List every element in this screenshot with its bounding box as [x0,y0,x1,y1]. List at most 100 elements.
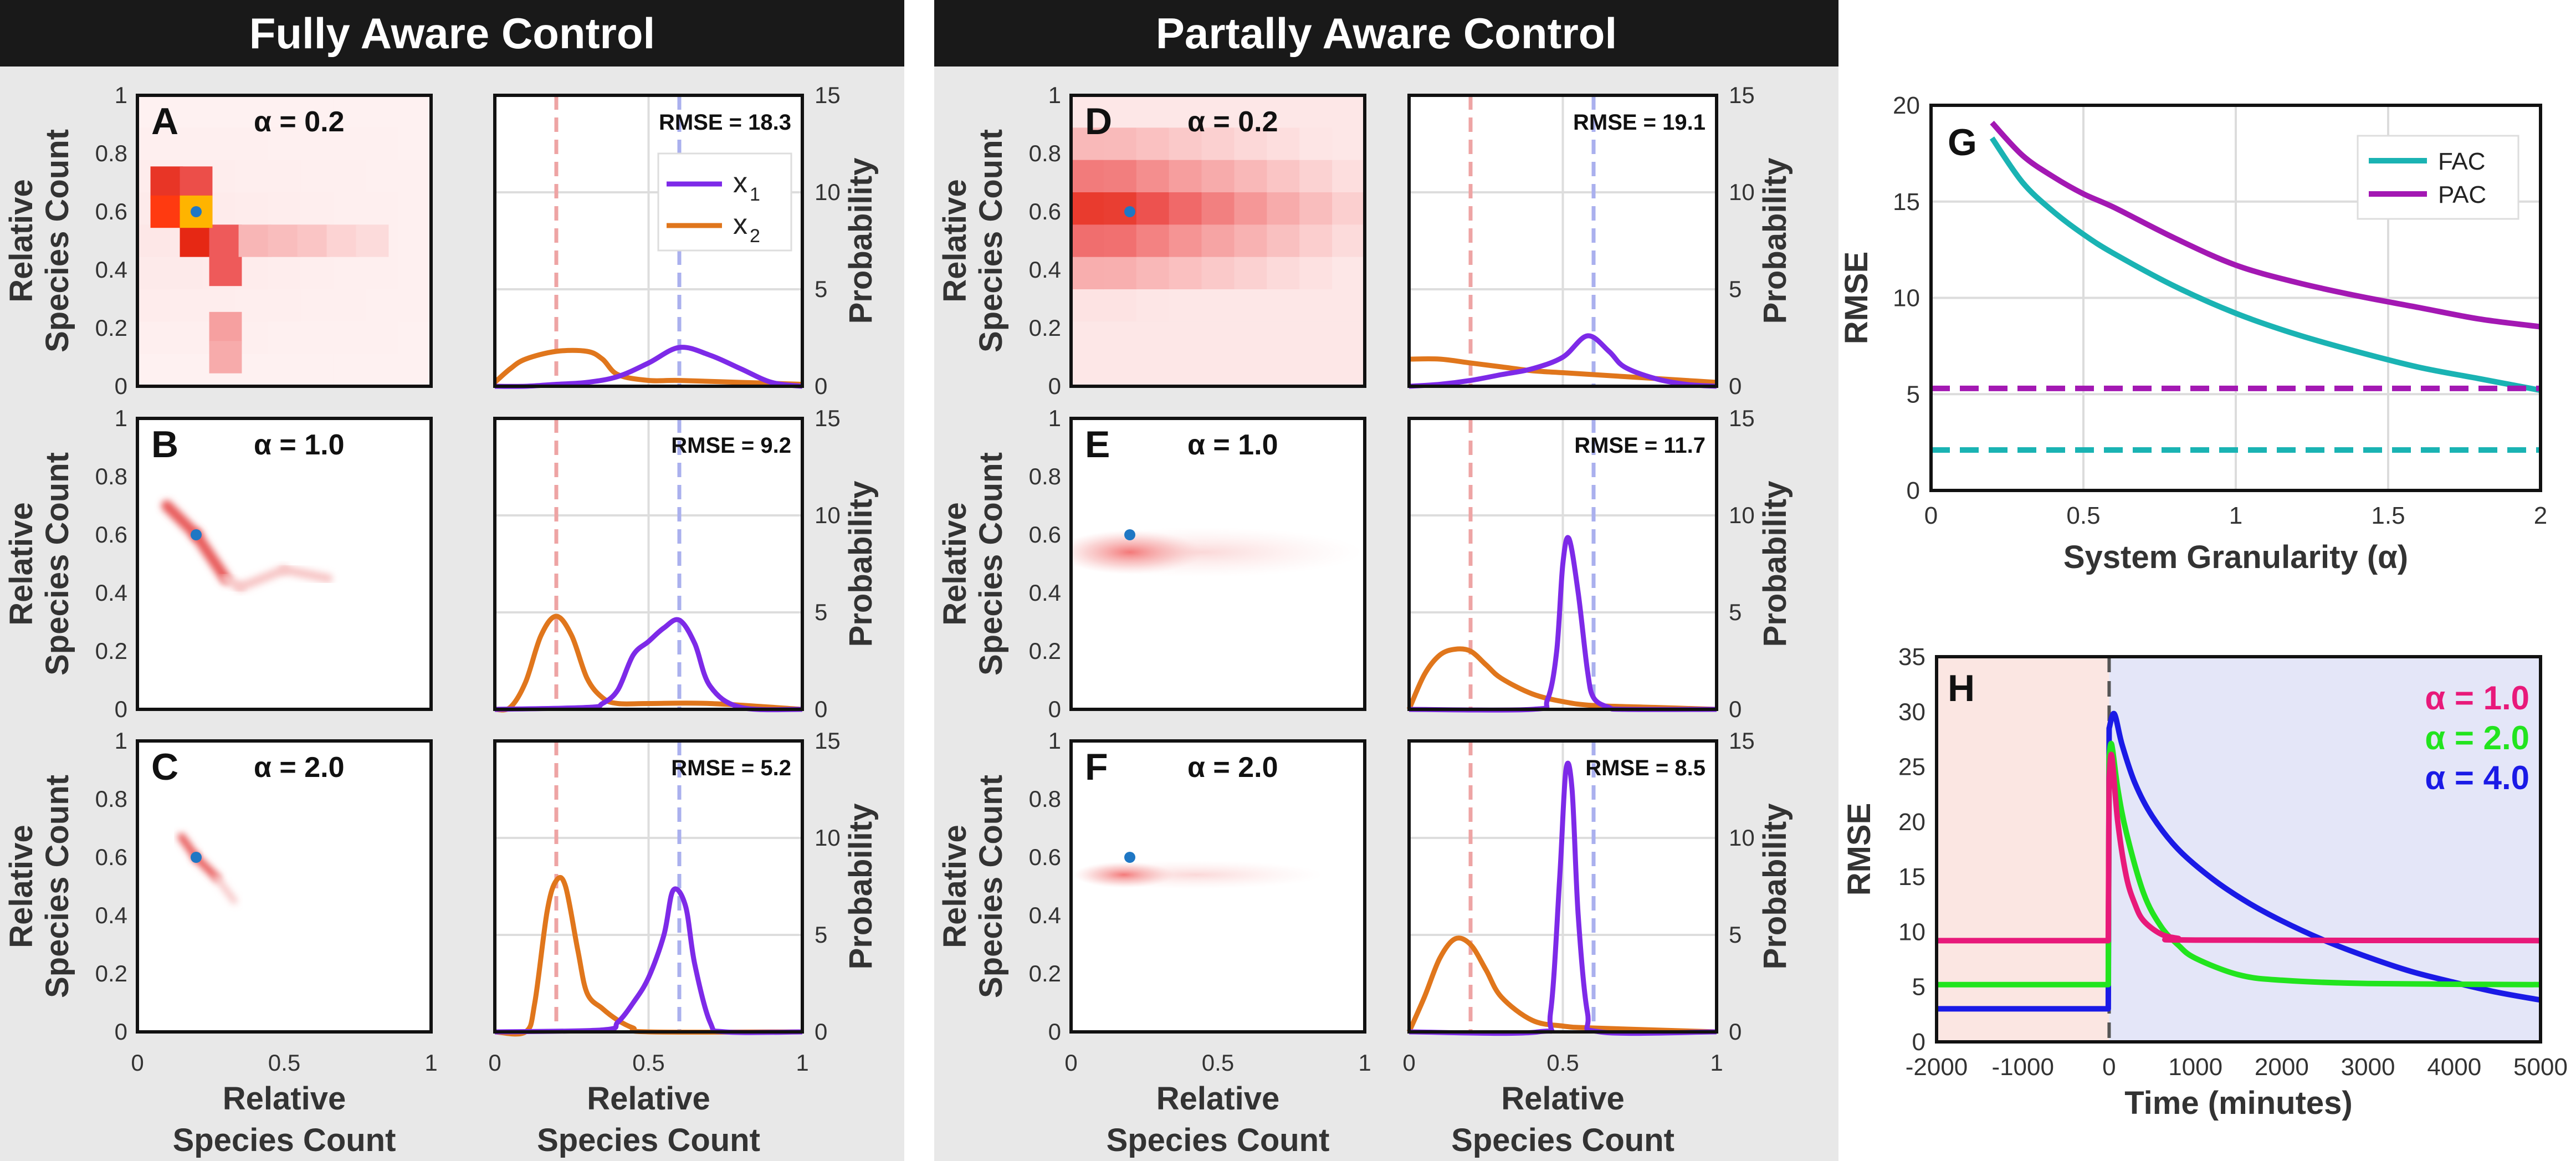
heatmap-cell [300,127,334,161]
y-tick-label: 5 [1729,922,1742,948]
heatmap-cell [1299,257,1333,290]
heatmap-cells [161,500,333,592]
legend: x 1x 2 [657,152,792,252]
y-tick-label: 0 [1048,373,1061,399]
x-tick-label: 0 [488,1050,501,1076]
y-tick-label: 15 [815,82,841,108]
heatmap-cell [238,224,272,257]
y-tick-label: 0.4 [95,902,127,928]
distribution-panel-d: RMSE = 19.1 0 5 10 15 Probability [1407,82,1793,399]
y-tick-label: 0 [115,373,127,399]
y-tick-label: 0 [1912,1029,1925,1056]
panel-letter: C [151,746,178,788]
x-axis-label: Species Count [1451,1122,1674,1158]
heatmap-cell [1267,127,1300,161]
heatmap-cell [333,127,367,161]
heatmap-frame [1069,739,1366,1034]
heatmap-cell [1332,95,1365,129]
y-axis-label: Species Count [973,452,1009,676]
heatmap-cell [1299,160,1333,193]
x-tick-label: 0 [1064,1050,1077,1076]
heatmap-cell [398,224,431,258]
legend-box [657,152,792,252]
heatmap-cell [398,289,431,323]
legend-label-x1: x [733,167,747,199]
heatmap-cell [268,289,301,323]
y-tick-label: 5 [815,599,827,625]
heatmap-cell [1332,354,1365,386]
y-tick-label: 0 [1729,696,1742,722]
rmse-label: RMSE = 8.5 [1585,756,1706,780]
distribution-panel-c: RMSE = 5.2 0 5 10 15 Probability [493,728,879,1045]
heatmap-panel-f: 0 0.2 0.4 0.6 0.8 1F α = 2.0 Relative Species Co… [937,728,1366,1045]
heatmap-cell [366,127,400,161]
heatmap-cell [170,257,203,290]
heatmap-panel-c: 0 0.2 0.4 0.6 0.8 1C α = 2.0 Relative Species Co… [3,728,433,1045]
y-tick-label: 25 [1898,754,1925,781]
heatmap-cell [333,95,367,129]
legend-box [2357,135,2519,220]
y-axis-label-right: Probability [1757,481,1793,647]
heatmap-cell [1071,321,1104,355]
heatmap-frame [1069,94,1366,388]
x-tick-label: 0 [131,1050,144,1076]
target-point [191,852,202,863]
heatmap-cell [1332,160,1365,193]
x-axis-label: Relative [1501,1081,1624,1117]
heatmap-cell [137,321,171,355]
alpha-label: α = 1.0 [254,429,345,461]
heatmap-cell [170,95,203,129]
y-tick-label: 10 [1729,825,1755,851]
heatmap-plot-area [137,741,431,1032]
y-axis-label: Relative [937,179,973,302]
y-tick-label: 10 [1898,918,1925,945]
distribution-frame [1407,417,1718,711]
x-tick-label: 1000 [2168,1053,2222,1081]
heatmap-cell [1136,321,1170,355]
plot-frame [1929,104,2542,492]
y-tick-label: 5 [815,276,827,302]
x-tick-label: 0 [1402,1050,1415,1076]
target-point [1124,529,1135,540]
heatmap-cell [1169,192,1202,226]
heatmap-cell [366,160,400,193]
distribution-frame [493,94,804,388]
rmse-label: RMSE = 19.1 [1573,110,1706,135]
heatmap-cell [333,192,367,226]
heatmap-cell [1234,95,1268,129]
x-axis-label: Species Count [537,1122,760,1158]
heatmap-cell [235,95,269,129]
heatmap-cells [1071,527,1363,577]
rmse-label: RMSE = 5.2 [671,756,791,780]
fac-panel-title: Fully Aware Control [0,0,904,67]
heatmap-cell [1299,354,1333,386]
heatmap-cells [1071,860,1324,889]
y-tick-label: 0.4 [95,257,127,283]
y-tick-label: 0.4 [95,580,127,606]
heatmap-density-streak [161,500,202,540]
x-tick-label: 2 [2534,502,2547,529]
x-tick-label: 0.5 [632,1050,664,1076]
distribution-frame [1407,739,1718,1034]
heatmap-cell [1071,224,1104,258]
heatmap-cell [1201,321,1235,355]
heatmap-cells [1071,95,1365,386]
y-axis-label-right: Probability [843,481,879,647]
y-tick-label: 15 [1729,82,1755,108]
y-tick-label: 0 [815,373,827,399]
legend-label-x1-sub: 1 [750,184,760,205]
y-tick-label: 1 [115,405,127,431]
heatmap-cell [366,192,400,226]
heatmap-cell [268,257,301,290]
heatmap-cell [398,257,431,290]
heatmap-frame [136,417,433,711]
y-axis-label: RMSE [1838,252,1875,345]
y-tick-label: 10 [815,502,841,528]
heatmap-cell [209,253,242,287]
series-line-x1 [1409,333,1717,389]
legend-label-x2: x [733,208,747,241]
heatmap-cell [300,321,334,355]
heatmap-cell [1332,224,1365,258]
x-tick-label: 0.5 [1202,1050,1234,1076]
series-line-fac [1989,136,2541,393]
